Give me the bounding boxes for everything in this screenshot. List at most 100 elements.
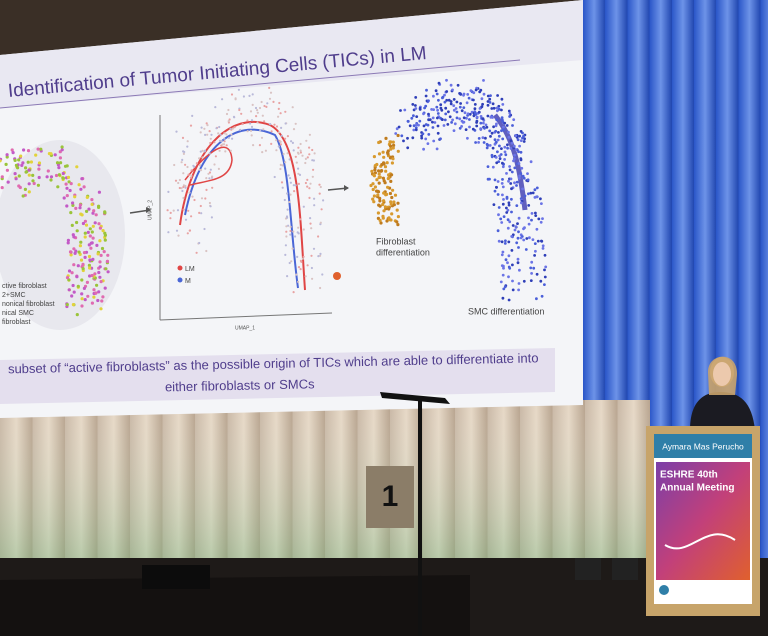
scatter-dot xyxy=(65,204,69,208)
scatter-dot xyxy=(436,131,440,135)
scatter-dot xyxy=(426,142,430,146)
scatter-dot xyxy=(517,162,521,165)
scatter-dot xyxy=(392,143,396,147)
scatter-dot xyxy=(390,212,394,216)
scatter-dot xyxy=(302,228,305,231)
scatter-dot xyxy=(522,279,526,283)
scatter-dot xyxy=(493,178,497,182)
scatter-dot xyxy=(377,140,381,145)
scatter-dot xyxy=(508,220,512,224)
scatter-dot xyxy=(396,149,400,153)
scatter-dot xyxy=(500,129,503,133)
scatter-dot xyxy=(177,181,180,185)
scatter-dot xyxy=(225,144,228,147)
scatter-dot xyxy=(448,115,452,119)
scatter-dot xyxy=(178,178,181,182)
scatter-dot xyxy=(519,130,523,133)
scatter-dot xyxy=(507,203,511,207)
trajectory-lm-branch xyxy=(184,146,233,186)
scatter-dot xyxy=(100,246,105,251)
scatter-dot xyxy=(318,192,321,195)
scatter-dot xyxy=(87,254,92,259)
scatter-dot xyxy=(396,223,400,227)
scatter-dot xyxy=(395,208,399,212)
scatter-dot xyxy=(98,260,102,264)
scatter-dot xyxy=(182,152,185,155)
scatter-dot xyxy=(91,236,95,240)
scatter-dot xyxy=(67,180,71,184)
scatter-dot xyxy=(500,147,503,151)
scatter-dot xyxy=(273,123,276,126)
scatter-dot xyxy=(503,121,507,125)
scatter-dot xyxy=(525,237,529,240)
scatter-dot xyxy=(77,250,81,254)
scatter-dot xyxy=(511,124,514,127)
scatter-dot xyxy=(294,122,297,125)
scatter-dot xyxy=(275,139,278,142)
scatter-dot xyxy=(304,181,307,185)
scatter-dot xyxy=(507,135,511,139)
scatter-dot xyxy=(279,143,282,146)
scatter-dot xyxy=(516,236,520,240)
scatter-dot xyxy=(500,97,504,101)
scatter-dot xyxy=(27,190,31,194)
scatter-dot xyxy=(372,173,376,177)
scatter-dot xyxy=(69,253,73,257)
scatter-dot xyxy=(505,195,509,199)
scatter-dot xyxy=(501,120,505,123)
scatter-dot xyxy=(239,128,242,131)
scatter-dot xyxy=(522,176,526,180)
stage-front xyxy=(0,575,470,636)
scatter-dot xyxy=(507,130,510,134)
scatter-dot xyxy=(499,280,503,284)
caption-band xyxy=(0,348,555,404)
scatter-dot xyxy=(473,103,477,106)
smc-path xyxy=(493,113,528,211)
scatter-dot xyxy=(456,83,460,87)
scatter-dot xyxy=(296,255,299,258)
marker xyxy=(333,272,341,280)
scatter-dot xyxy=(286,275,289,278)
scatter-dot xyxy=(480,105,484,109)
scatter-dot xyxy=(530,272,533,275)
scatter-dot xyxy=(508,115,511,118)
scatter-dot xyxy=(539,220,543,224)
scatter-dot xyxy=(24,170,28,174)
scatter-dot xyxy=(529,266,533,270)
scatter-dot xyxy=(258,144,261,147)
scatter-dot xyxy=(210,133,213,136)
scatter-dot xyxy=(98,275,102,279)
scatter-dot xyxy=(497,206,501,209)
scatter-dot xyxy=(230,133,233,136)
scatter-dot xyxy=(501,185,505,189)
scatter-dot xyxy=(541,244,545,248)
scatter-dot xyxy=(94,291,98,295)
scatter-dot xyxy=(188,191,191,194)
scatter-dot xyxy=(424,94,428,98)
scatter-dot xyxy=(290,260,293,263)
scatter-dot xyxy=(70,294,74,298)
scatter-dot xyxy=(285,230,288,233)
scatter-dot xyxy=(395,127,399,131)
scatter-dot xyxy=(308,196,311,199)
scatter-dot xyxy=(384,193,388,197)
scatter-dot xyxy=(511,224,515,227)
scatter-dot xyxy=(458,117,462,121)
scatter-dot xyxy=(474,141,477,144)
scatter-dot xyxy=(49,152,53,156)
scatter-dot xyxy=(464,128,468,132)
scatter-dot xyxy=(496,150,499,154)
scatter-dot xyxy=(186,165,189,169)
scatter-dot xyxy=(98,239,102,243)
scatter-dot xyxy=(90,230,94,234)
scatter-dot xyxy=(462,106,466,109)
scatter-dot xyxy=(539,279,543,283)
scatter-dot xyxy=(495,122,498,126)
scatter-dot xyxy=(10,148,14,152)
scatter-dot xyxy=(317,255,320,258)
scatter-dot xyxy=(472,114,476,118)
scatter-dot xyxy=(83,231,87,235)
scatter-dot xyxy=(280,134,283,137)
scatter-dot xyxy=(396,201,400,205)
scatter-dot xyxy=(424,104,428,108)
